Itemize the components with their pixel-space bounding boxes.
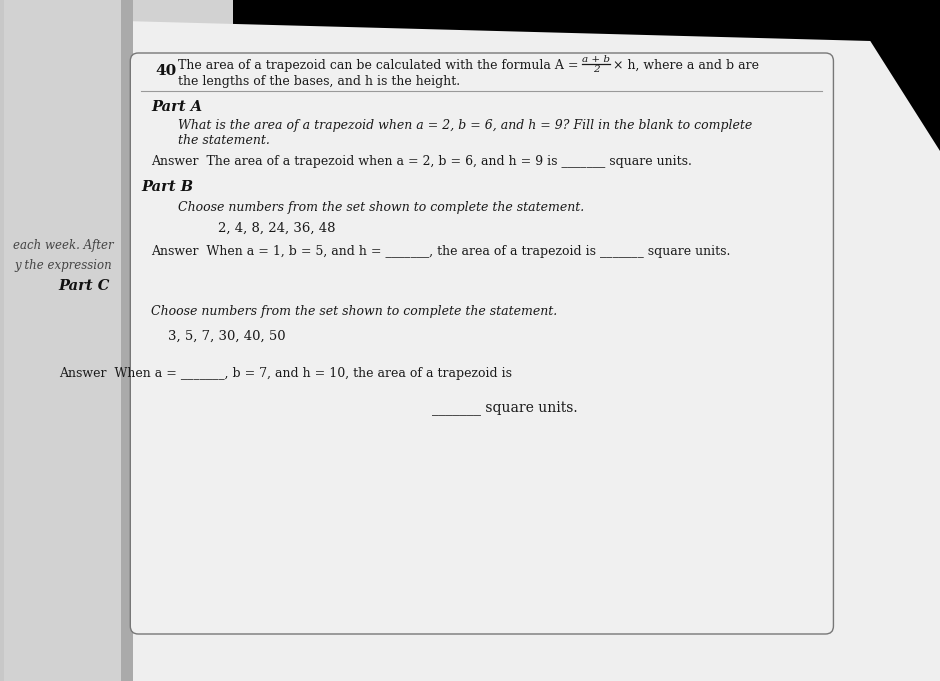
Text: 40: 40 bbox=[155, 64, 177, 78]
Polygon shape bbox=[4, 0, 233, 681]
Text: Part A: Part A bbox=[151, 100, 202, 114]
Text: 3, 5, 7, 30, 40, 50: 3, 5, 7, 30, 40, 50 bbox=[168, 330, 286, 343]
Text: Part B: Part B bbox=[141, 180, 194, 194]
Text: Choose numbers from the set shown to complete the statement.: Choose numbers from the set shown to com… bbox=[151, 304, 557, 317]
FancyBboxPatch shape bbox=[131, 53, 834, 634]
Text: the lengths of the bases, and h is the height.: the lengths of the bases, and h is the h… bbox=[178, 74, 461, 87]
Text: 2, 4, 8, 24, 36, 48: 2, 4, 8, 24, 36, 48 bbox=[218, 221, 336, 234]
Text: _______ square units.: _______ square units. bbox=[432, 400, 578, 415]
Text: Part C: Part C bbox=[58, 279, 110, 293]
Text: 2: 2 bbox=[593, 65, 600, 74]
Text: Answer  When a = _______, b = 7, and h = 10, the area of a trapezoid is: Answer When a = _______, b = 7, and h = … bbox=[58, 366, 511, 379]
Text: The area of a trapezoid can be calculated with the formula A =: The area of a trapezoid can be calculate… bbox=[178, 59, 583, 72]
Text: Answer  When a = 1, b = 5, and h = _______, the area of a trapezoid is _______ s: Answer When a = 1, b = 5, and h = ______… bbox=[151, 244, 730, 257]
Polygon shape bbox=[121, 0, 133, 681]
Text: y the expression: y the expression bbox=[15, 259, 113, 272]
Polygon shape bbox=[123, 21, 940, 681]
Text: Choose numbers from the set shown to complete the statement.: Choose numbers from the set shown to com… bbox=[178, 200, 585, 214]
Text: Answer  The area of a trapezoid when a = 2, b = 6, and h = 9 is _______ square u: Answer The area of a trapezoid when a = … bbox=[151, 155, 692, 168]
Text: each week. After: each week. After bbox=[13, 240, 114, 253]
Text: the statement.: the statement. bbox=[178, 133, 270, 146]
Text: a + b: a + b bbox=[583, 55, 610, 65]
Text: × h, where a and b are: × h, where a and b are bbox=[613, 59, 760, 72]
Text: What is the area of a trapezoid when a = 2, b = 6, and h = 9? Fill in the blank : What is the area of a trapezoid when a =… bbox=[178, 118, 752, 131]
